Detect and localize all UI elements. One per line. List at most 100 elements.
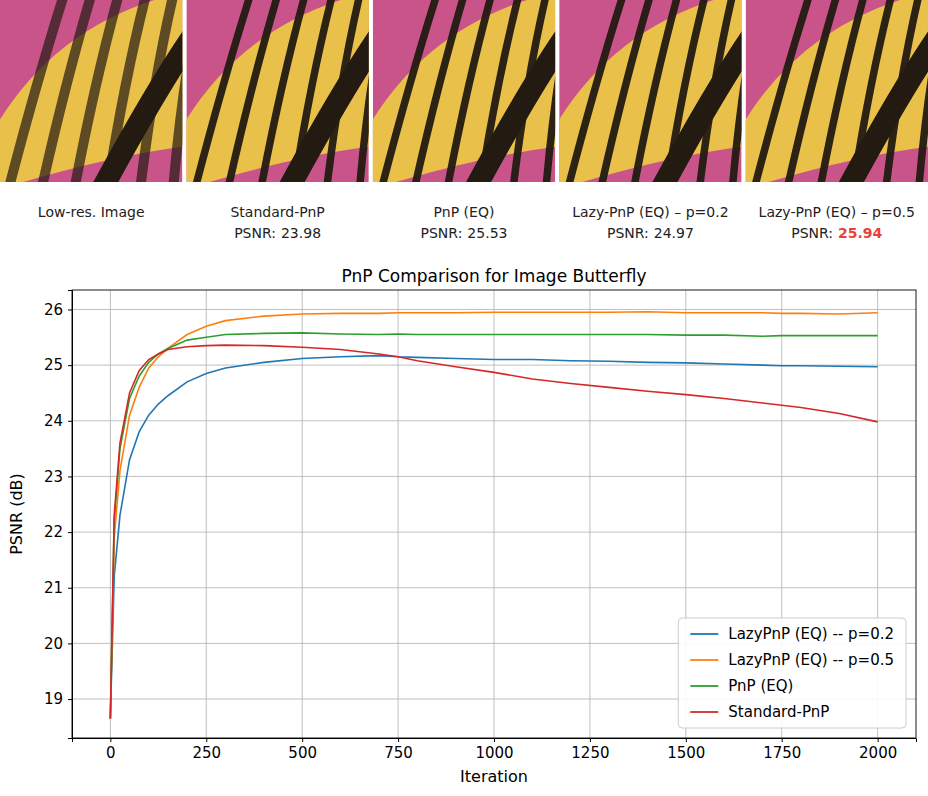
y-tick-label: 23 — [44, 468, 63, 486]
image-vein — [755, 0, 810, 182]
x-axis: 025050075010001250150017502000 — [73, 738, 917, 762]
panel-metric: PSNR:25.53 — [421, 225, 508, 241]
y-tick-mark — [68, 643, 72, 644]
plot-frame — [72, 290, 916, 738]
legend-swatch — [690, 659, 718, 661]
panel-title: Low-res. Image — [38, 204, 145, 220]
x-tick: 1750 — [763, 738, 801, 762]
plot: 0250500750100012501500175020001920212223… — [44, 290, 917, 762]
metric-value: 25.94 — [838, 225, 883, 241]
x-tick-mark — [494, 738, 495, 742]
x-tick: 750 — [384, 738, 413, 762]
y-tick: 24 — [44, 412, 72, 430]
x-tick-mark — [398, 738, 399, 742]
image-content — [746, 0, 928, 182]
y-axis-line — [68, 291, 73, 739]
metric-value: 25.53 — [467, 225, 507, 241]
x-tick-label: 2000 — [859, 744, 897, 762]
image-panel: PnP (EQ)PSNR:25.53 — [363, 0, 574, 241]
x-tick: 1500 — [667, 738, 705, 762]
y-tick-mark — [68, 309, 72, 310]
image-panel: Lazy-PnP (EQ) – p=0.5 PSNR: 25.94 — [736, 0, 928, 241]
image-wing — [746, 0, 928, 182]
grid-line-y — [72, 420, 916, 421]
x-tick-label: 1750 — [763, 744, 801, 762]
y-tick: 22 — [44, 523, 72, 541]
x-tick-label: 250 — [192, 744, 221, 762]
image-border — [473, 36, 555, 182]
x-tick-mark — [302, 738, 303, 742]
image-wing — [559, 0, 741, 182]
image-vein — [360, 0, 369, 182]
legend-label: PnP (EQ) — [728, 677, 793, 695]
grid-line-x — [494, 290, 495, 738]
y-tick-label: 22 — [44, 523, 63, 541]
image-vein — [196, 0, 251, 182]
y-tick-mark — [68, 365, 72, 366]
y-tick-label: 20 — [44, 635, 63, 653]
panel-title: Standard-PnP — [230, 204, 324, 220]
y-tick: 23 — [44, 468, 72, 486]
x-tick-label: 500 — [288, 744, 317, 762]
legend-item: Standard-PnP — [690, 703, 829, 721]
y-tick-label: 26 — [44, 301, 63, 319]
y-tick: 25 — [44, 356, 72, 374]
panel-metric: PSNR: 25.94 — [791, 225, 882, 241]
x-tick-label: 750 — [384, 744, 413, 762]
image-vein — [568, 0, 623, 182]
image-panel: Low-res. Image — [0, 0, 201, 220]
image-content — [373, 0, 555, 182]
legend-item: PnP (EQ) — [690, 677, 793, 695]
grid-line-y — [72, 587, 916, 588]
panel-title: Lazy-PnP (EQ) – p=0.5 — [759, 204, 915, 220]
x-tick-mark — [206, 738, 207, 742]
panel-title: Lazy-PnP (EQ) – p=0.2 — [572, 204, 728, 220]
y-tick: 21 — [44, 579, 72, 597]
y-tick-label: 21 — [44, 579, 63, 597]
y-tick-mark — [68, 476, 72, 477]
x-axis-line — [73, 739, 917, 743]
grid-line-x — [206, 290, 207, 738]
metric-label: PSNR: — [234, 225, 276, 241]
y-tick-label: 24 — [44, 412, 63, 430]
x-tick-label: 1500 — [667, 744, 705, 762]
y-tick-mark — [68, 699, 72, 700]
legend-item: LazyPnP (EQ) -- p=0.2 — [690, 625, 894, 643]
y-tick: 20 — [44, 635, 72, 653]
x-tick: 1000 — [475, 738, 513, 762]
grid-line-x — [589, 290, 590, 738]
legend-box — [678, 618, 906, 728]
metric-value: 24.97 — [654, 225, 694, 241]
y-tick-label: 19 — [44, 690, 63, 708]
legend-swatch — [690, 633, 718, 635]
image-wing — [0, 0, 182, 182]
y-tick: 19 — [44, 690, 72, 708]
image-border — [846, 36, 928, 182]
figure: Low-res. Image Standard-PnP PSNR: 23.98 PnP … — [0, 0, 928, 796]
legend-swatch — [690, 685, 718, 687]
image-wing — [373, 0, 555, 182]
legend-label: LazyPnP (EQ) -- p=0.5 — [728, 651, 894, 669]
image-content — [186, 0, 368, 182]
image-border — [100, 36, 182, 182]
x-tick-mark — [590, 738, 591, 742]
x-tick-label: 1250 — [571, 744, 609, 762]
image-vein — [173, 0, 182, 182]
x-tick: 500 — [288, 738, 317, 762]
image-vein — [546, 0, 555, 182]
metric-label: PSNR: — [421, 225, 463, 241]
x-tick-mark — [782, 738, 783, 742]
legend: LazyPnP (EQ) -- p=0.2 LazyPnP (EQ) -- p=0… — [678, 618, 906, 728]
metric-value: 23.98 — [281, 225, 321, 241]
y-tick-label: 25 — [44, 356, 63, 374]
grid — [72, 290, 916, 738]
image-panel: Lazy-PnP (EQ) – p=0.2 PSNR:24.97 — [549, 0, 760, 241]
x-tick-mark — [110, 738, 111, 742]
chart-title: PnP Comparison for Image Butterfly — [342, 266, 647, 286]
panel-metric: PSNR: 23.98 — [234, 225, 321, 241]
metric-label: PSNR: — [791, 225, 833, 241]
y-tick-mark — [68, 421, 72, 422]
panel-metric: PSNR:24.97 — [607, 225, 694, 241]
y-tick: 26 — [44, 301, 72, 319]
y-tick-mark — [68, 532, 72, 533]
